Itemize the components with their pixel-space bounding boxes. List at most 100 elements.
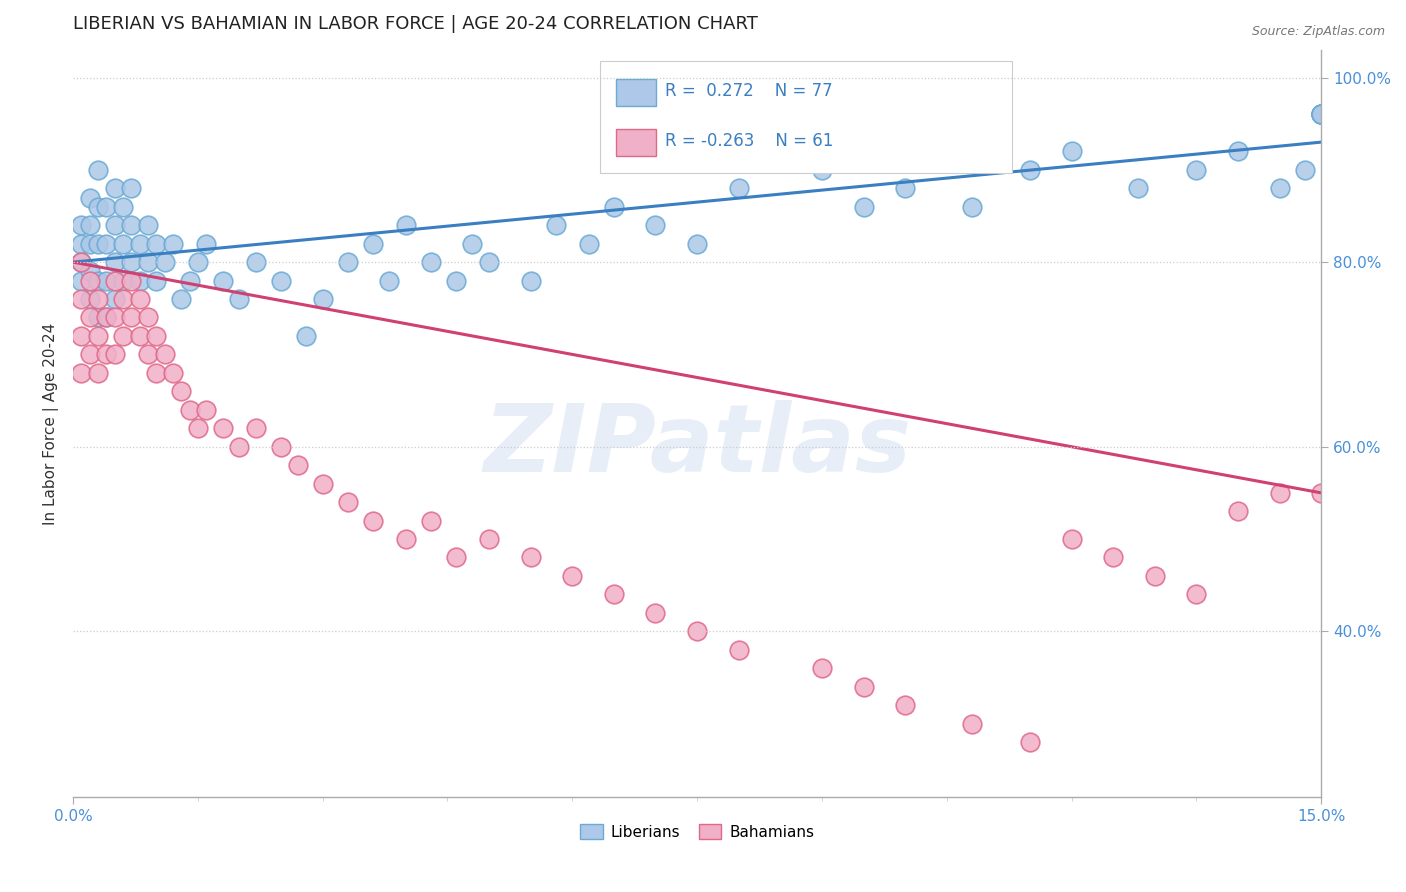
Point — [478, 532, 501, 546]
Point — [96, 310, 118, 325]
Point — [603, 200, 626, 214]
Point — [395, 218, 418, 232]
Point — [644, 218, 666, 232]
Legend: Liberians, Bahamians: Liberians, Bahamians — [574, 818, 820, 846]
Point — [128, 274, 150, 288]
Point — [179, 402, 201, 417]
Point — [1310, 107, 1333, 121]
Point — [96, 274, 118, 288]
Point — [104, 292, 127, 306]
Point — [136, 255, 159, 269]
Point — [811, 162, 834, 177]
Point — [128, 292, 150, 306]
Point — [79, 218, 101, 232]
Point — [120, 181, 142, 195]
Point — [336, 255, 359, 269]
Text: LIBERIAN VS BAHAMIAN IN LABOR FORCE | AGE 20-24 CORRELATION CHART: LIBERIAN VS BAHAMIAN IN LABOR FORCE | AG… — [73, 15, 758, 33]
Point — [70, 218, 93, 232]
Point — [578, 236, 600, 251]
Point — [70, 329, 93, 343]
Point — [960, 200, 983, 214]
Point — [603, 587, 626, 601]
Point — [70, 255, 93, 269]
Point — [686, 624, 709, 639]
Point — [111, 292, 134, 306]
Point — [519, 274, 541, 288]
Point — [1185, 162, 1208, 177]
Point — [136, 347, 159, 361]
Point — [228, 440, 250, 454]
Point — [145, 329, 167, 343]
Point — [145, 274, 167, 288]
Point — [128, 236, 150, 251]
Point — [96, 347, 118, 361]
Point — [228, 292, 250, 306]
Point — [87, 292, 110, 306]
Point — [96, 310, 118, 325]
Point — [378, 274, 401, 288]
Point — [727, 642, 749, 657]
Point — [104, 181, 127, 195]
Point — [79, 310, 101, 325]
Point — [1143, 569, 1166, 583]
Point — [419, 514, 441, 528]
Point — [79, 236, 101, 251]
Point — [478, 255, 501, 269]
Point — [104, 274, 127, 288]
Point — [136, 218, 159, 232]
Point — [1060, 145, 1083, 159]
Point — [104, 218, 127, 232]
Point — [187, 421, 209, 435]
Point — [170, 292, 193, 306]
Point — [96, 236, 118, 251]
Point — [727, 181, 749, 195]
Point — [70, 255, 93, 269]
Point — [104, 255, 127, 269]
Point — [1102, 550, 1125, 565]
Point — [79, 264, 101, 278]
Point — [111, 274, 134, 288]
Point — [104, 310, 127, 325]
Point — [111, 200, 134, 214]
Point — [96, 200, 118, 214]
Point — [162, 366, 184, 380]
Point — [245, 421, 267, 435]
Point — [1310, 107, 1333, 121]
Point — [70, 292, 93, 306]
Point — [111, 329, 134, 343]
Point — [87, 366, 110, 380]
Point — [1185, 587, 1208, 601]
Point — [686, 236, 709, 251]
Point — [852, 200, 875, 214]
Point — [270, 440, 292, 454]
Point — [145, 366, 167, 380]
Point — [1226, 504, 1249, 518]
Point — [1019, 162, 1042, 177]
Point — [87, 200, 110, 214]
Point — [644, 606, 666, 620]
Point — [1310, 486, 1333, 500]
Text: ZIPatlas: ZIPatlas — [484, 401, 911, 492]
Point — [170, 384, 193, 399]
Text: Source: ZipAtlas.com: Source: ZipAtlas.com — [1251, 25, 1385, 38]
Point — [87, 310, 110, 325]
Point — [444, 274, 467, 288]
Point — [79, 190, 101, 204]
Point — [852, 680, 875, 694]
Point — [1310, 107, 1333, 121]
Point — [461, 236, 484, 251]
Point — [79, 292, 101, 306]
Point — [361, 514, 384, 528]
Point — [211, 421, 233, 435]
Point — [145, 236, 167, 251]
Point — [311, 476, 333, 491]
Point — [87, 236, 110, 251]
Point — [311, 292, 333, 306]
Point — [245, 255, 267, 269]
Point — [153, 347, 176, 361]
Point — [894, 181, 917, 195]
Point — [187, 255, 209, 269]
Point — [120, 310, 142, 325]
Point — [70, 236, 93, 251]
Point — [336, 495, 359, 509]
